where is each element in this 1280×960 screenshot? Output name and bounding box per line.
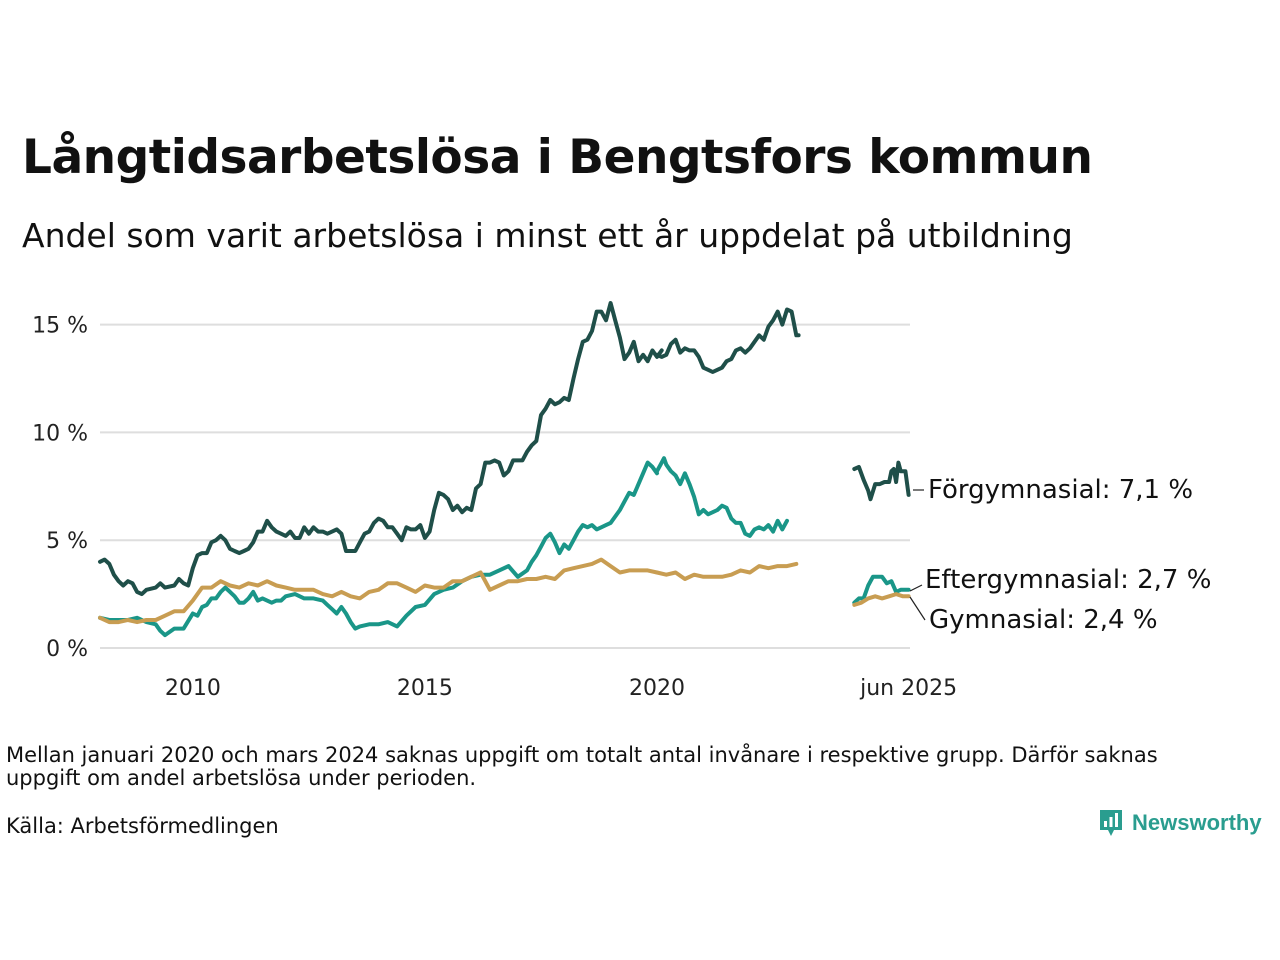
x-tick-label: 2015 [397, 676, 453, 701]
series-line-förgymnasial [852, 460, 911, 502]
end-label-eftergymnasial: Eftergymnasial: 2,7 % [925, 565, 1211, 595]
chart-title: Långtidsarbetslösa i Bengtsfors kommun [22, 130, 1093, 185]
series-line-eftergymnasial [98, 460, 659, 638]
source-credit: Källa: Arbetsförmedlingen [6, 814, 279, 838]
y-axis-ticks: 0 % 5 % 10 % 15 % [32, 314, 88, 662]
x-tick-label: 2020 [629, 676, 685, 701]
series-line-eftergymnasial [655, 456, 789, 538]
series-line-gymnasial [852, 592, 911, 607]
series-line-gymnasial [655, 561, 799, 581]
series-line-eftergymnasial [852, 574, 911, 605]
series-line-förgymnasial [655, 307, 801, 374]
y-tick-label: 0 % [46, 637, 88, 662]
x-axis-ticks: 2010 2015 2020 jun 2025 [165, 676, 957, 701]
y-tick-label: 15 % [32, 314, 88, 339]
y-tick-label: 10 % [32, 421, 88, 446]
label-leader-line [909, 596, 926, 621]
series-line-förgymnasial [98, 301, 664, 597]
newsworthy-logo: Newsworthy [1098, 808, 1262, 838]
series-line-gymnasial [98, 557, 659, 625]
end-label-förgymnasial: Förgymnasial: 7,1 % [928, 475, 1193, 505]
chart-subtitle: Andel som varit arbetslösa i minst ett å… [22, 216, 1073, 255]
end-labels: Förgymnasial: 7,1 % Eftergymnasial: 2,7 %… [909, 475, 1211, 635]
x-tick-label: 2010 [165, 676, 221, 701]
x-tick-label: jun 2025 [859, 676, 957, 701]
y-tick-label: 5 % [46, 529, 88, 554]
gridlines [100, 323, 910, 649]
series-lines [98, 301, 911, 638]
bar-chart-icon [1100, 810, 1122, 836]
label-leader-line [909, 584, 923, 592]
logo-text: Newsworthy [1132, 810, 1262, 835]
line-chart: 0 % 5 % 10 % 15 % 2010 2015 2020 jun 2025 Förg… [32, 301, 1211, 701]
footnote: Mellan januari 2020 och mars 2024 saknas… [6, 743, 1158, 790]
end-label-gymnasial: Gymnasial: 2,4 % [929, 605, 1158, 635]
